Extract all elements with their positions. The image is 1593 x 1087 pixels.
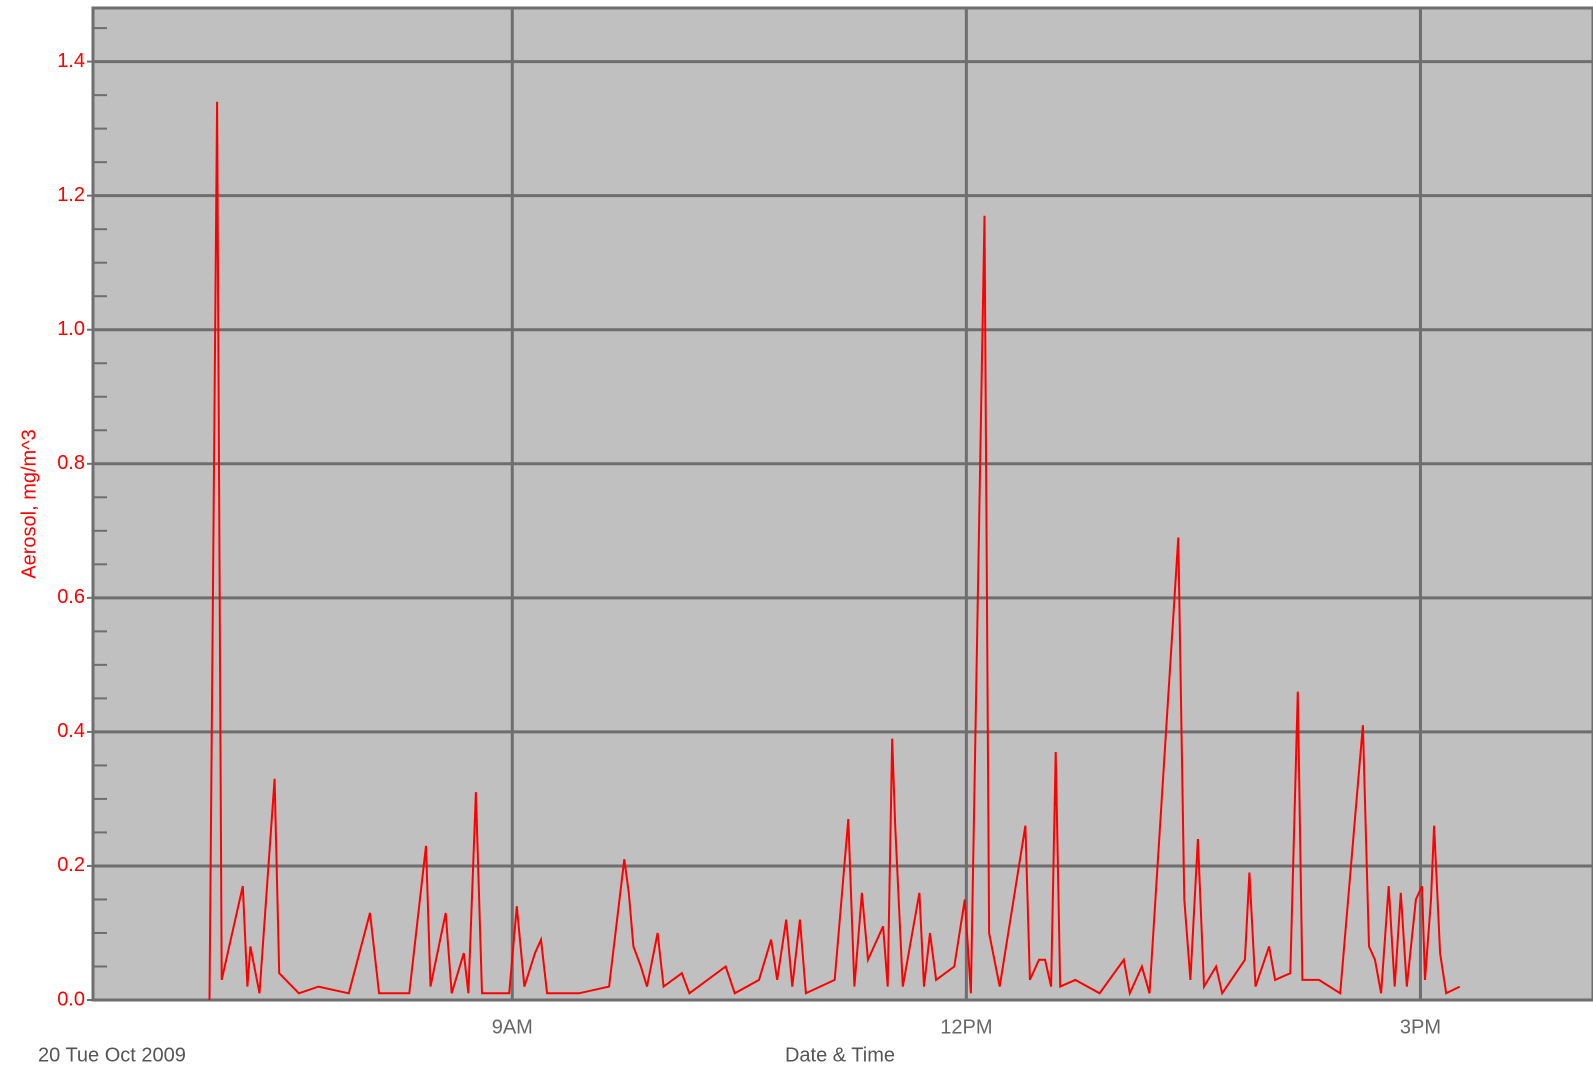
y-tick-label: 0.6 <box>57 586 85 608</box>
date-label: 20 Tue Oct 2009 <box>38 1044 186 1066</box>
plot-border <box>91 6 1593 1002</box>
y-tick-label: 0.2 <box>57 854 85 876</box>
data-line <box>208 101 1461 1001</box>
y-tick-label: 1.0 <box>57 318 85 340</box>
x-tick-label: 12PM <box>940 1016 992 1038</box>
plot-area <box>93 8 1593 1000</box>
y-tick-label: 0.0 <box>57 988 85 1010</box>
y-tick-label: 0.8 <box>57 452 85 474</box>
y-axis-label: Aerosol, mg/m^3 <box>18 429 40 578</box>
y-tick-label: 1.2 <box>57 184 85 206</box>
x-tick-label: 3PM <box>1400 1016 1441 1038</box>
y-tick-label: 0.4 <box>57 720 85 742</box>
x-tick-label: 9AM <box>492 1016 533 1038</box>
y-tick-label: 1.4 <box>57 50 85 72</box>
x-axis-label: Date & Time <box>785 1044 895 1066</box>
